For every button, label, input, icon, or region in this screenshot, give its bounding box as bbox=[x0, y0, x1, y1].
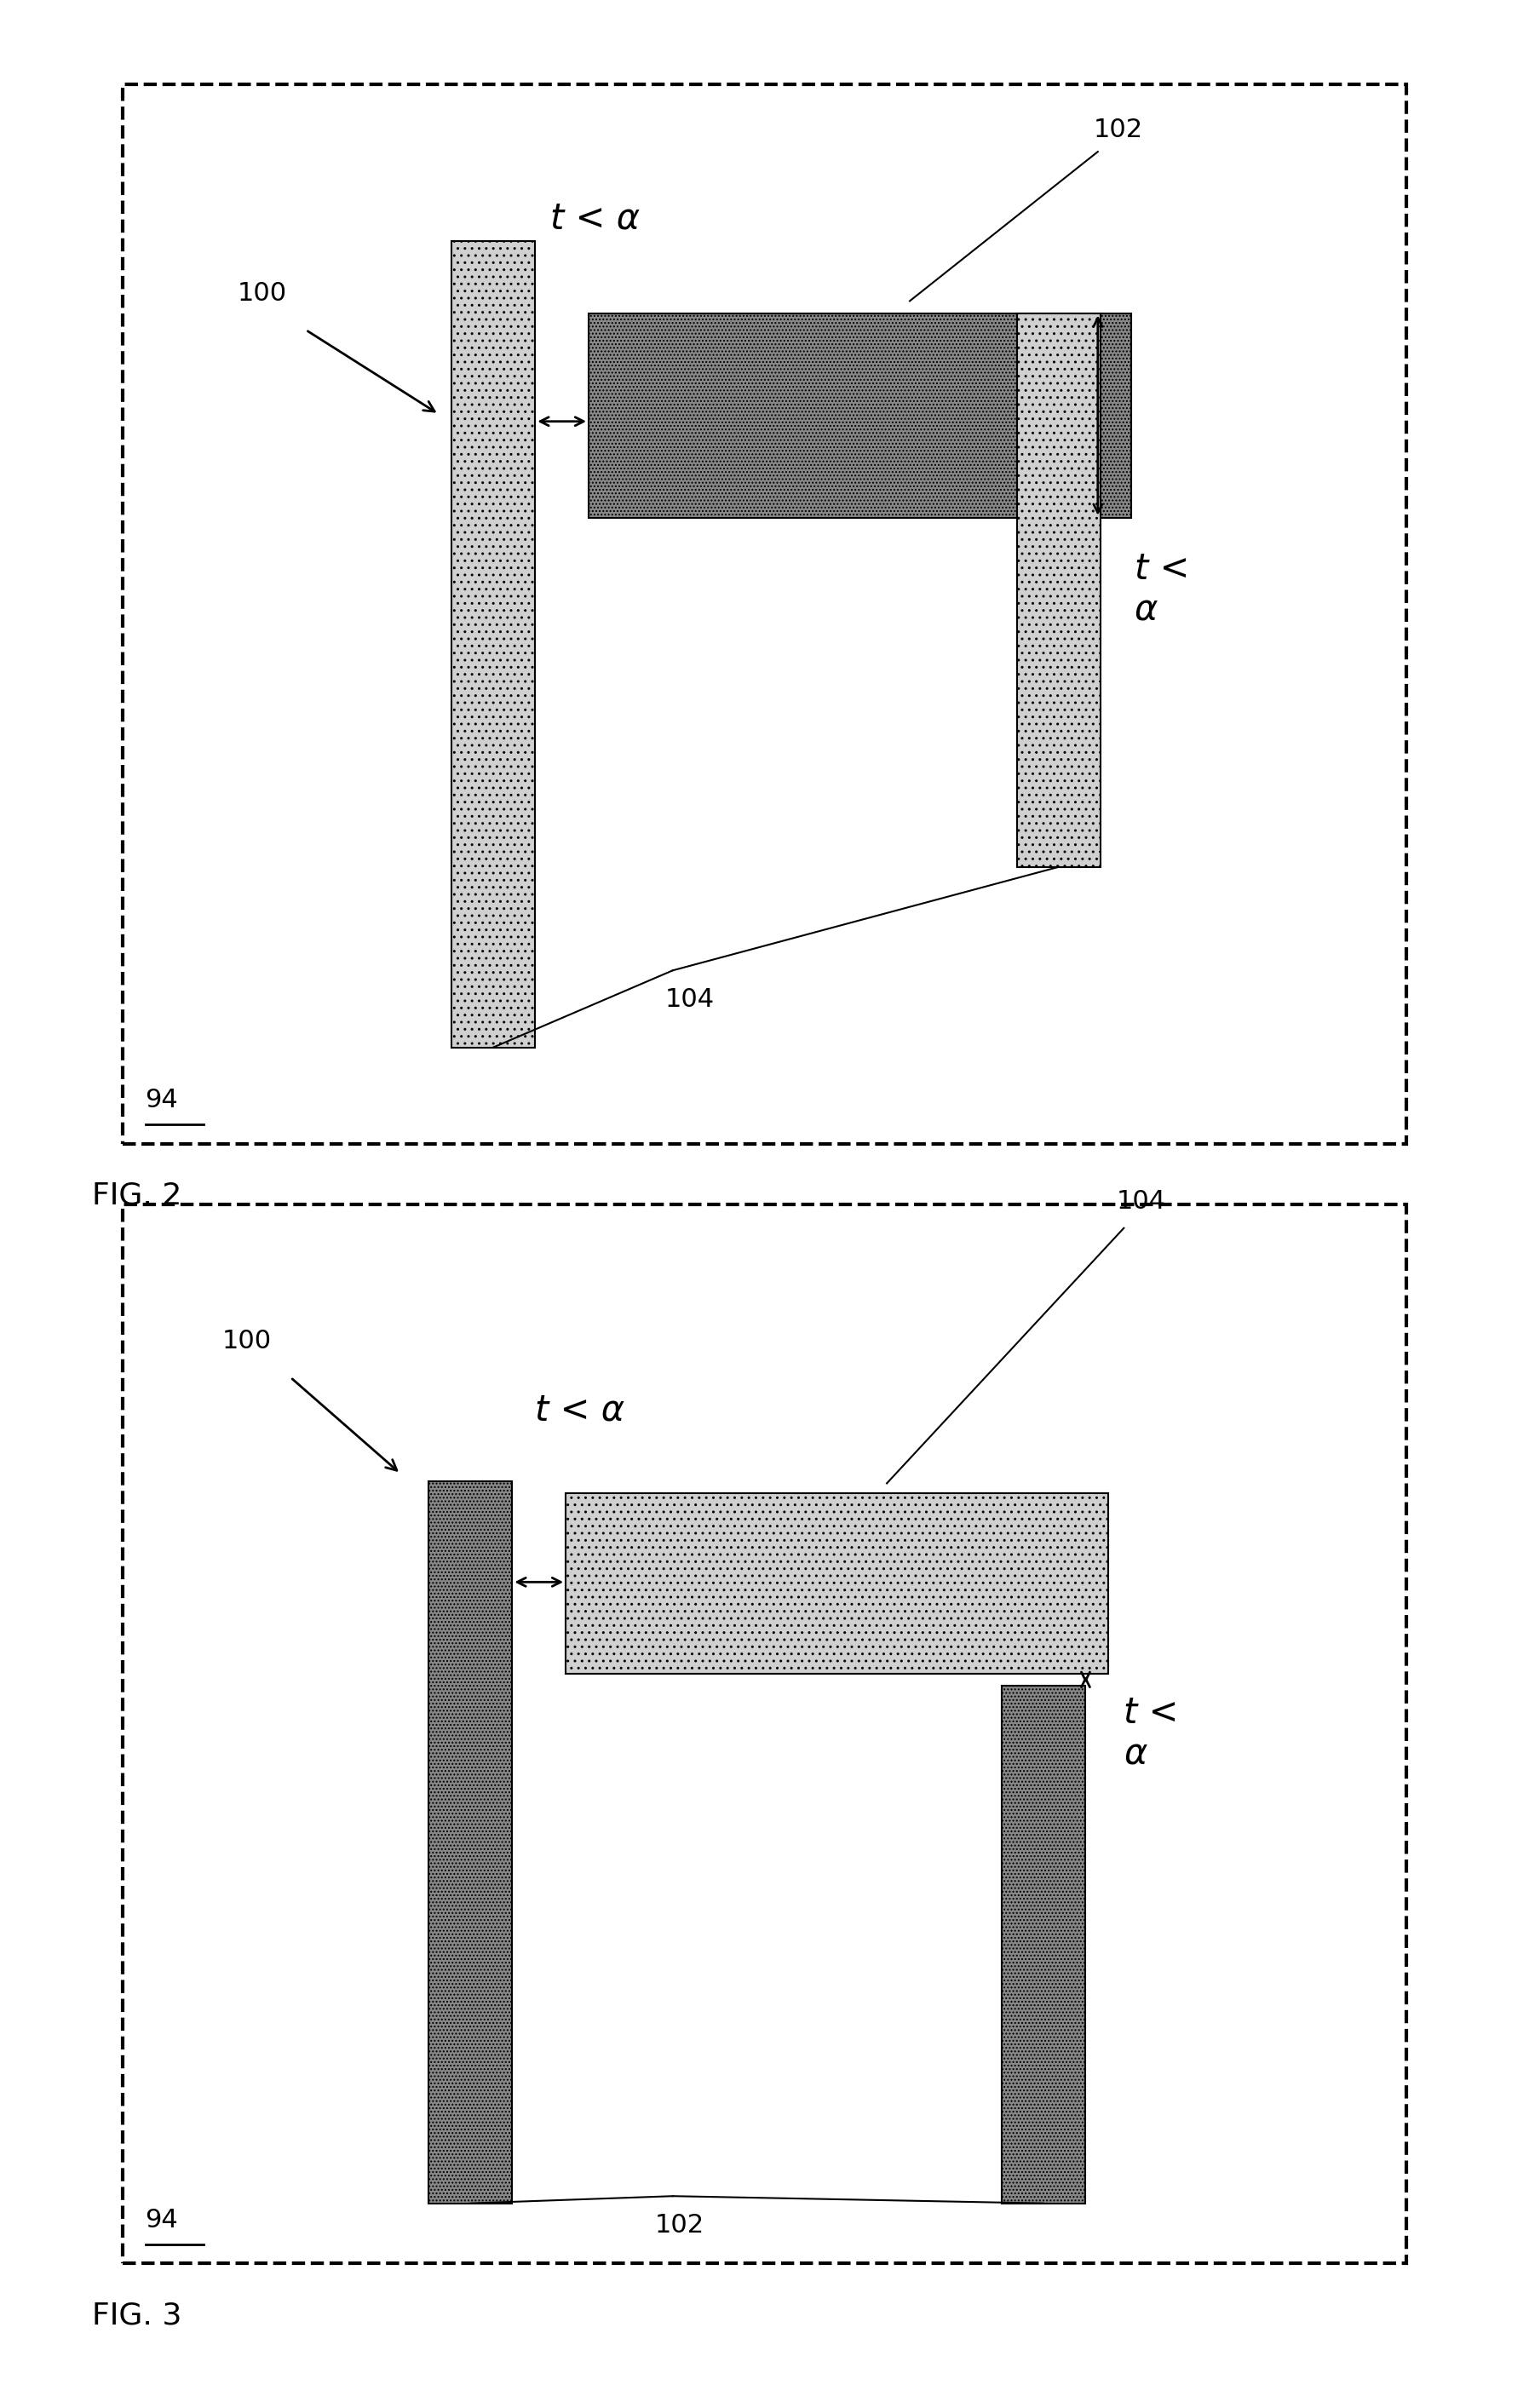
Bar bbox=[589, 313, 1131, 518]
Text: FIG. 2: FIG. 2 bbox=[92, 1180, 182, 1209]
Text: 94: 94 bbox=[145, 2208, 179, 2232]
Text: t <
α: t < α bbox=[1135, 551, 1190, 628]
Bar bbox=[428, 1481, 512, 2203]
Bar bbox=[451, 241, 535, 1047]
Text: 104: 104 bbox=[1116, 1190, 1165, 1214]
Text: 100: 100 bbox=[237, 282, 286, 306]
Bar bbox=[122, 1204, 1407, 2264]
Text: 94: 94 bbox=[145, 1088, 179, 1112]
Bar bbox=[1001, 1686, 1086, 2203]
Text: 102: 102 bbox=[654, 2213, 703, 2237]
Text: t < α: t < α bbox=[535, 1392, 625, 1428]
Text: 102: 102 bbox=[1093, 118, 1142, 142]
Bar bbox=[1017, 313, 1101, 867]
Bar bbox=[566, 1493, 1109, 1674]
Text: 104: 104 bbox=[665, 987, 714, 1011]
Text: FIG. 3: FIG. 3 bbox=[92, 2300, 182, 2329]
Text: t <
α: t < α bbox=[1124, 1695, 1179, 1772]
Bar bbox=[122, 84, 1407, 1144]
Text: 100: 100 bbox=[222, 1329, 271, 1353]
Text: t < α: t < α bbox=[550, 200, 641, 236]
